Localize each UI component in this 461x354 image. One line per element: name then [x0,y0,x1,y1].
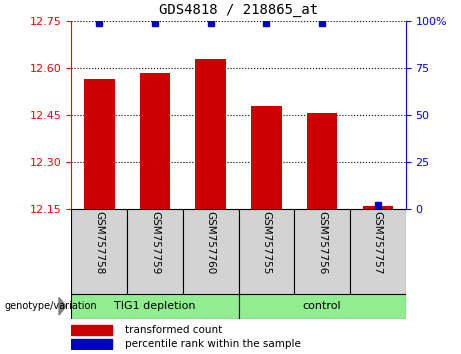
Text: control: control [303,301,342,311]
Text: genotype/variation: genotype/variation [5,301,97,311]
Text: GSM757755: GSM757755 [261,211,272,275]
Title: GDS4818 / 218865_at: GDS4818 / 218865_at [159,4,318,17]
Bar [71,339,112,349]
Text: GSM757759: GSM757759 [150,211,160,275]
Text: GSM757756: GSM757756 [317,211,327,275]
Text: GSM757757: GSM757757 [373,211,383,275]
Text: percentile rank within the sample: percentile rank within the sample [125,339,301,349]
Bar [238,209,294,294]
Bar [294,209,350,294]
Bar [84,79,115,209]
Text: GSM757760: GSM757760 [206,211,216,275]
Bar [71,294,239,319]
Bar [362,206,393,209]
Bar [195,59,226,209]
Bar [140,73,170,209]
Text: GSM757758: GSM757758 [95,211,104,275]
Bar [350,209,406,294]
Bar [183,209,238,294]
Bar [238,294,406,319]
Bar [251,105,282,209]
Text: transformed count: transformed count [125,325,222,335]
Bar [307,114,337,209]
Bar [127,209,183,294]
Polygon shape [59,297,66,315]
Text: TIG1 depletion: TIG1 depletion [114,301,196,311]
Bar [71,209,127,294]
Bar [71,325,112,335]
